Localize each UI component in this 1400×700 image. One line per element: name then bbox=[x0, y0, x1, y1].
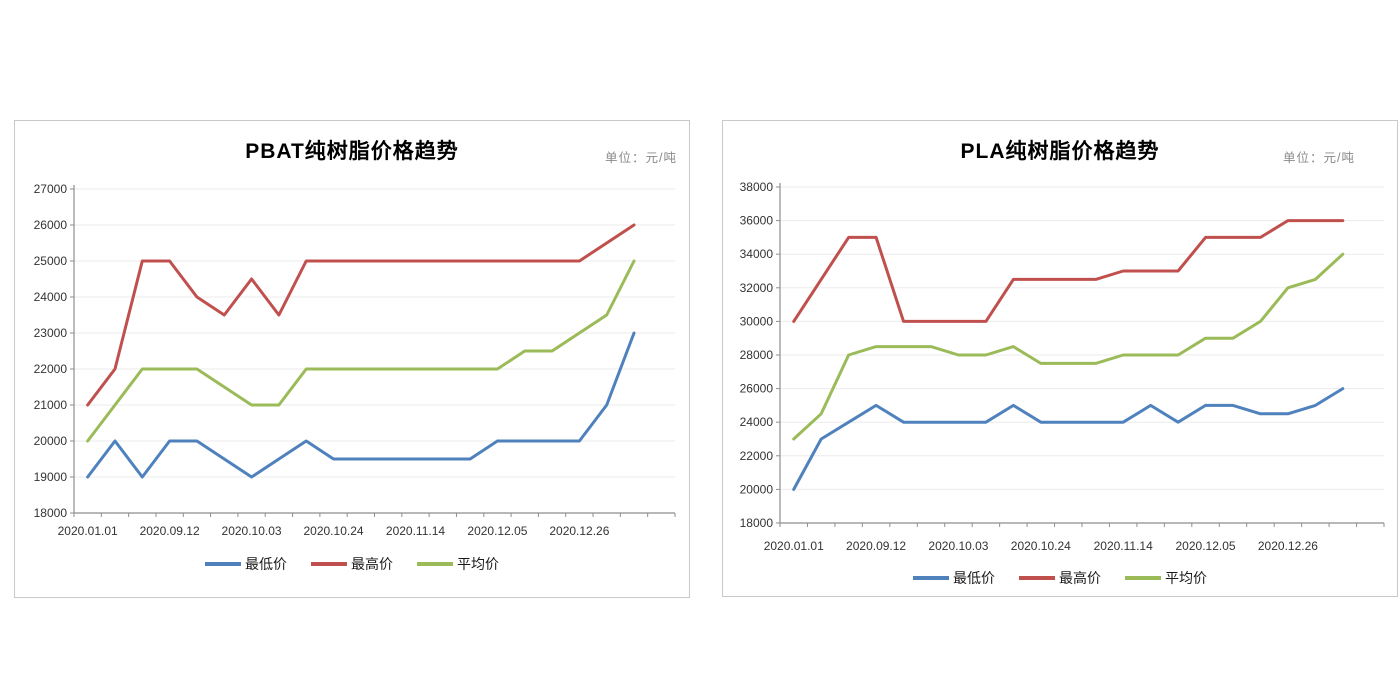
legend-swatch bbox=[913, 576, 949, 580]
y-axis-label: 36000 bbox=[740, 214, 774, 228]
x-axis-label: 2020.12.05 bbox=[467, 524, 527, 538]
unit-label-pbat: 单位：元/吨 bbox=[605, 151, 677, 165]
y-axis-label: 34000 bbox=[740, 247, 774, 261]
x-axis-label: 2020.01.01 bbox=[58, 524, 118, 538]
chart-title-pbat: PBAT纯树脂价格趋势 bbox=[245, 140, 459, 163]
legend-swatch bbox=[311, 562, 347, 566]
pla-line-chart: 18000 20000 22000 24000 26000 28000 30000 32000… bbox=[740, 180, 1385, 553]
legend-swatch bbox=[1125, 576, 1161, 580]
legend-label: 最低价 bbox=[245, 556, 287, 572]
x-axis-label: 2020.12.26 bbox=[549, 524, 609, 538]
unit-label-pla: 单位：元/吨 bbox=[1283, 151, 1355, 165]
y-axis-label: 30000 bbox=[740, 314, 774, 328]
y-axis-label: 32000 bbox=[740, 281, 774, 295]
legend-item-平均价: 平均价 bbox=[417, 554, 499, 574]
x-axis-label: 2020.10.03 bbox=[928, 539, 988, 553]
y-axis-label: 18000 bbox=[34, 506, 68, 520]
y-axis-label: 38000 bbox=[740, 180, 774, 194]
y-axis-label: 25000 bbox=[34, 254, 68, 268]
legend-swatch bbox=[205, 562, 241, 566]
legend-label: 最高价 bbox=[351, 556, 393, 572]
y-axis-label: 27000 bbox=[34, 182, 68, 196]
y-axis-label: 24000 bbox=[740, 415, 774, 429]
y-axis-label: 21000 bbox=[34, 398, 68, 412]
x-axis-label: 2020.11.14 bbox=[386, 524, 445, 538]
legend-label: 平均价 bbox=[1165, 570, 1207, 586]
legend-item-最低价: 最低价 bbox=[913, 568, 995, 588]
legend-label: 最高价 bbox=[1059, 570, 1101, 586]
x-axis-label: 2020.12.05 bbox=[1176, 539, 1236, 553]
series-line-最高价 bbox=[86, 223, 636, 407]
x-axis-label: 2020.10.03 bbox=[222, 524, 282, 538]
y-axis-label: 18000 bbox=[740, 516, 774, 530]
y-axis-label: 20000 bbox=[34, 434, 68, 448]
legend-label: 平均价 bbox=[457, 556, 499, 572]
chart-title-pla: PLA纯树脂价格趋势 bbox=[960, 140, 1160, 163]
y-axis-label: 28000 bbox=[740, 348, 774, 362]
x-axis-label: 2020.10.24 bbox=[1011, 539, 1071, 553]
legend-item-平均价: 平均价 bbox=[1125, 568, 1207, 588]
y-axis-label: 19000 bbox=[34, 470, 68, 484]
x-axis-label: 2020.09.12 bbox=[140, 524, 200, 538]
pla-chart-panel: PLA纯树脂价格趋势 单位：元/吨 18000 20000 22000 24000 26… bbox=[722, 120, 1398, 597]
y-axis-label: 26000 bbox=[740, 382, 774, 396]
y-axis-label: 20000 bbox=[740, 482, 774, 496]
y-axis-label: 23000 bbox=[34, 326, 68, 340]
x-axis-label: 2020.09.12 bbox=[846, 539, 906, 553]
pbat-chart-panel: PBAT纯树脂价格趋势 单位：元/吨 18000 19000 20000 21000 2… bbox=[14, 120, 690, 598]
y-axis-label: 24000 bbox=[34, 290, 68, 304]
y-axis-label: 22000 bbox=[740, 449, 774, 463]
legend-item-最高价: 最高价 bbox=[1019, 568, 1101, 588]
series-line-最高价 bbox=[792, 219, 1345, 323]
series-line-最低价 bbox=[792, 387, 1345, 491]
y-axis-label: 22000 bbox=[34, 362, 68, 376]
legend-label: 最低价 bbox=[953, 570, 995, 586]
x-axis-label: 2020.01.01 bbox=[764, 539, 824, 553]
legend-swatch bbox=[1019, 576, 1055, 580]
x-axis-label: 2020.12.26 bbox=[1258, 539, 1318, 553]
legend-swatch bbox=[417, 562, 453, 566]
x-axis-label: 2020.11.14 bbox=[1094, 539, 1153, 553]
legend-item-最低价: 最低价 bbox=[205, 554, 287, 574]
legend-item-最高价: 最高价 bbox=[311, 554, 393, 574]
series-line-平均价 bbox=[86, 259, 636, 443]
chart-legend-pla: 最低价 最高价 平均价 bbox=[723, 568, 1397, 588]
series-line-最低价 bbox=[86, 331, 636, 479]
y-axis-label: 26000 bbox=[34, 218, 68, 232]
series-line-平均价 bbox=[792, 252, 1345, 441]
chart-legend-pbat: 最低价 最高价 平均价 bbox=[15, 554, 689, 574]
x-axis-label: 2020.10.24 bbox=[303, 524, 363, 538]
pbat-line-chart: 18000 19000 20000 21000 22000 23000 24000 25000… bbox=[34, 182, 676, 538]
